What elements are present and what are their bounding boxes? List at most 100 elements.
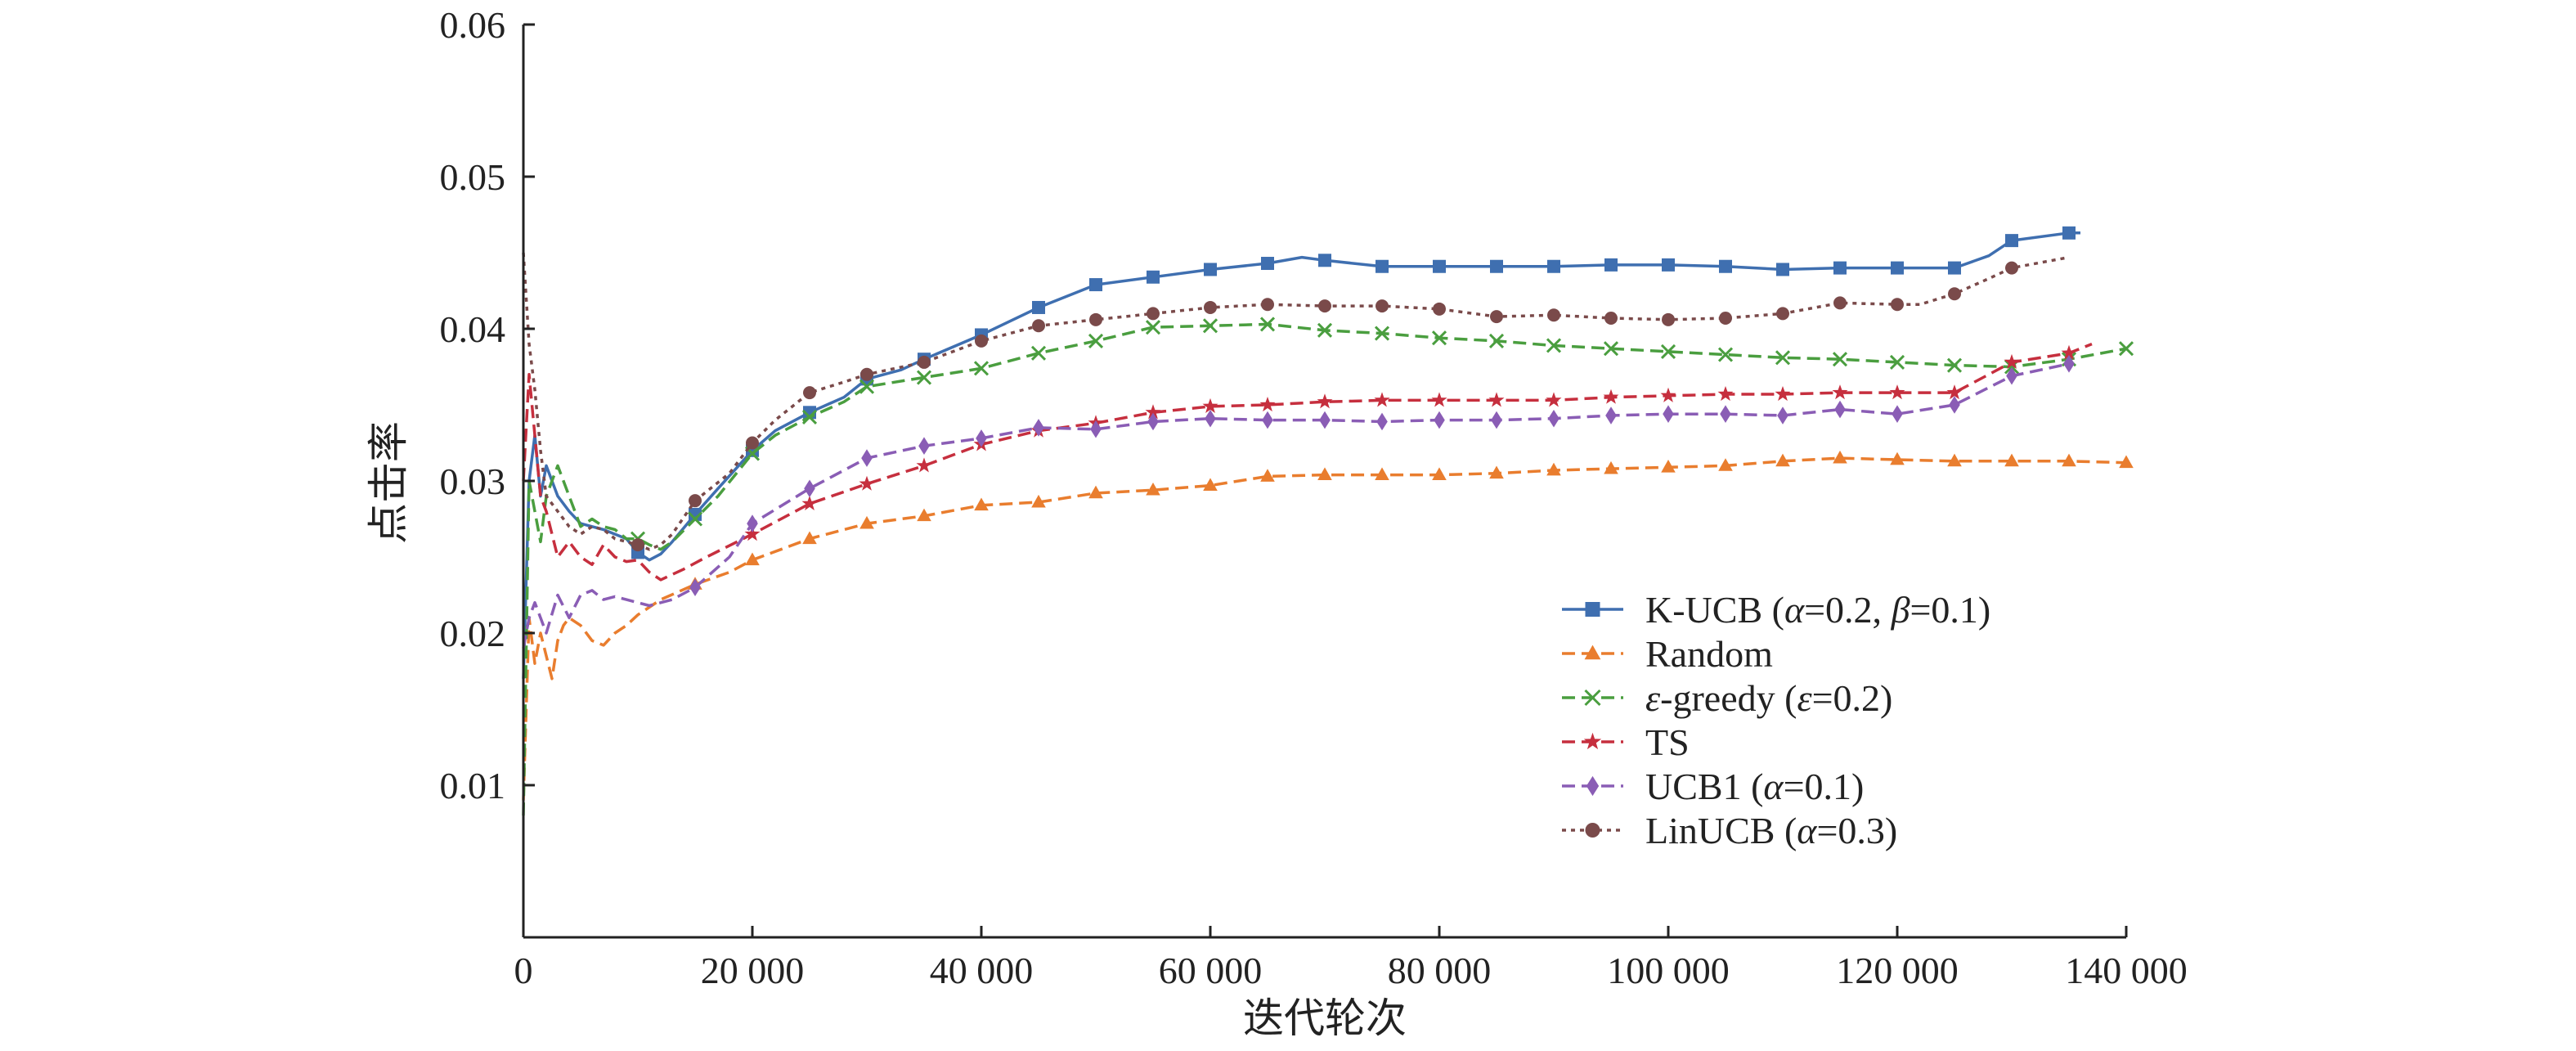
circle-marker xyxy=(1089,312,1102,326)
square-marker xyxy=(1490,259,1503,273)
triangle-marker xyxy=(1604,460,1618,474)
series-group xyxy=(522,317,2134,816)
legend-label: TS xyxy=(1645,721,1690,763)
legend-label: ε-greedy (ε=0.2) xyxy=(1645,677,1892,719)
circle-marker xyxy=(689,494,702,508)
x-axis-title: 迭代轮次 xyxy=(1243,995,1407,1042)
star-marker xyxy=(1717,386,1734,402)
diamond-marker xyxy=(1548,409,1560,428)
star-marker xyxy=(1946,384,1963,400)
triangle-marker xyxy=(1088,485,1103,499)
star-marker xyxy=(916,457,932,473)
star-marker xyxy=(1889,384,1905,400)
square-marker xyxy=(1547,259,1560,273)
x-marker xyxy=(1317,322,1333,338)
star-marker xyxy=(1583,732,1602,750)
x-marker xyxy=(801,409,818,424)
x-marker xyxy=(1259,317,1276,332)
y-ticks: 0.01 0.02 0.03 0.04 0.05 0.06 xyxy=(440,4,535,806)
diamond-marker xyxy=(1262,411,1273,429)
series-layer xyxy=(522,226,2134,816)
triangle-marker xyxy=(1260,469,1275,482)
series-line xyxy=(522,362,2070,649)
circle-marker xyxy=(1776,307,1789,321)
y-tick-label: 0.04 xyxy=(440,308,506,350)
legend-item: K-UCB (α=0.2, β=0.1) xyxy=(1562,589,1990,631)
diamond-marker xyxy=(1033,419,1044,437)
triangle-marker xyxy=(1489,465,1504,479)
star-marker xyxy=(1488,392,1505,407)
series-group xyxy=(522,252,2070,552)
circle-marker xyxy=(1662,312,1675,326)
x-marker xyxy=(1603,341,1619,357)
star-marker xyxy=(1202,397,1218,413)
diamond-marker xyxy=(861,449,873,467)
diamond-marker xyxy=(1720,405,1731,423)
x-tick-label: 100 000 xyxy=(1607,950,1730,991)
square-marker xyxy=(1891,261,1904,275)
y-tick-label: 0.03 xyxy=(440,460,506,502)
diamond-marker xyxy=(1205,409,1216,428)
circle-marker xyxy=(1261,298,1274,312)
x-marker xyxy=(1775,350,1791,366)
circle-marker xyxy=(1433,302,1446,316)
square-marker xyxy=(1585,602,1600,617)
legend-item: ε-greedy (ε=0.2) xyxy=(1562,677,1892,719)
circle-marker xyxy=(631,538,644,552)
x-marker xyxy=(1145,320,1161,335)
diamond-marker xyxy=(2063,354,2075,373)
star-marker xyxy=(1603,389,1619,404)
x-marker xyxy=(859,379,875,394)
legend-label: LinUCB (α=0.3) xyxy=(1645,810,1897,851)
square-marker xyxy=(2005,234,2018,248)
circle-marker xyxy=(2005,261,2018,275)
triangle-marker xyxy=(1546,462,1561,476)
x-marker xyxy=(1889,354,1905,370)
star-marker xyxy=(1775,386,1791,402)
star-marker xyxy=(1317,393,1333,409)
triangle-marker xyxy=(1584,645,1601,660)
triangle-marker xyxy=(1718,458,1733,471)
square-marker xyxy=(1089,278,1102,292)
circle-marker xyxy=(860,367,873,381)
star-marker xyxy=(1660,387,1676,402)
triangle-marker xyxy=(2004,453,2019,467)
y-tick-label: 0.01 xyxy=(440,765,506,806)
triangle-marker xyxy=(974,497,989,511)
triangle-marker xyxy=(1432,467,1447,480)
legend-item: Random xyxy=(1562,633,1773,675)
diamond-marker xyxy=(1892,405,1903,423)
x-marker xyxy=(1584,689,1601,707)
circle-marker xyxy=(1490,310,1503,324)
x-marker xyxy=(1202,318,1218,334)
x-marker xyxy=(1030,345,1047,361)
x-marker xyxy=(1088,333,1104,348)
triangle-marker xyxy=(2119,455,2134,469)
square-marker xyxy=(1032,300,1045,314)
square-marker xyxy=(2062,226,2076,240)
circle-marker xyxy=(803,386,816,400)
square-marker xyxy=(1604,258,1618,272)
y-axis-title: 点击率 xyxy=(365,421,412,544)
circle-marker xyxy=(1547,308,1560,322)
x-marker xyxy=(1717,347,1734,362)
diamond-marker xyxy=(1586,775,1600,797)
star-marker xyxy=(744,526,761,541)
star-marker xyxy=(1145,404,1161,420)
diamond-marker xyxy=(2006,366,2017,385)
diamond-marker xyxy=(1434,411,1445,429)
y-tick-label: 0.02 xyxy=(440,613,506,654)
circle-marker xyxy=(746,436,759,450)
legend-item: TS xyxy=(1562,721,1690,763)
x-tick-label: 60 000 xyxy=(1159,950,1263,991)
diamond-marker xyxy=(1605,406,1617,424)
circle-marker xyxy=(975,334,988,348)
x-marker xyxy=(1946,357,1963,373)
square-marker xyxy=(1147,270,1160,284)
triangle-marker xyxy=(745,552,760,566)
x-tick-label: 0 xyxy=(514,950,533,991)
circle-marker xyxy=(1147,307,1160,321)
x-tick-label: 120 000 xyxy=(1836,950,1959,991)
star-marker xyxy=(1546,392,1562,407)
